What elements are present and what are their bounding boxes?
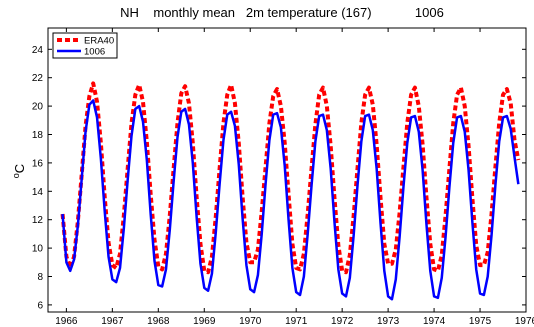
legend-label-1006: 1006 — [84, 47, 105, 58]
y-tick-label: 18 — [32, 130, 44, 141]
plot-area: 1966 1967 1968 1969 1970 1971 1972 1973 1974 1975… — [32, 27, 534, 327]
y-tick-label: 20 — [32, 102, 44, 113]
y-tick-label: 14 — [32, 187, 44, 198]
y-axis-label-unit: C — [12, 164, 27, 173]
x-tick-label: 1973 — [377, 316, 400, 327]
x-tick-label: 1969 — [193, 316, 216, 327]
y-tick-label: 10 — [32, 244, 44, 255]
y-axis-label: oC — [11, 164, 27, 178]
x-tick-label: 1968 — [147, 316, 170, 327]
legend-box — [52, 32, 118, 59]
x-tick-label: 1971 — [285, 316, 308, 327]
y-axis-label-superscript: o — [11, 173, 21, 178]
chart-title: NH monthly mean 2m temperature (167) 100… — [120, 5, 444, 20]
y-tick-label: 12 — [32, 215, 44, 226]
x-tick-label: 1972 — [331, 316, 354, 327]
y-tick-label: 16 — [32, 158, 44, 169]
y-tick-label: 6 — [37, 300, 43, 311]
x-tick-label: 1966 — [55, 316, 78, 327]
x-tick-label: 1970 — [239, 316, 262, 327]
axes-frame — [47, 27, 527, 313]
y-tick-label: 24 — [32, 45, 44, 56]
y-tick-label: 22 — [32, 73, 44, 84]
x-tick-label: 1974 — [423, 316, 446, 327]
series-line-era40 — [60, 81, 521, 275]
x-tick-label: 1967 — [101, 316, 124, 327]
x-tick-label: 1975 — [469, 316, 492, 327]
series-line-1006 — [61, 99, 520, 301]
legend-label-era40: ERA40 — [84, 36, 114, 47]
y-tick-label: 8 — [37, 272, 43, 283]
